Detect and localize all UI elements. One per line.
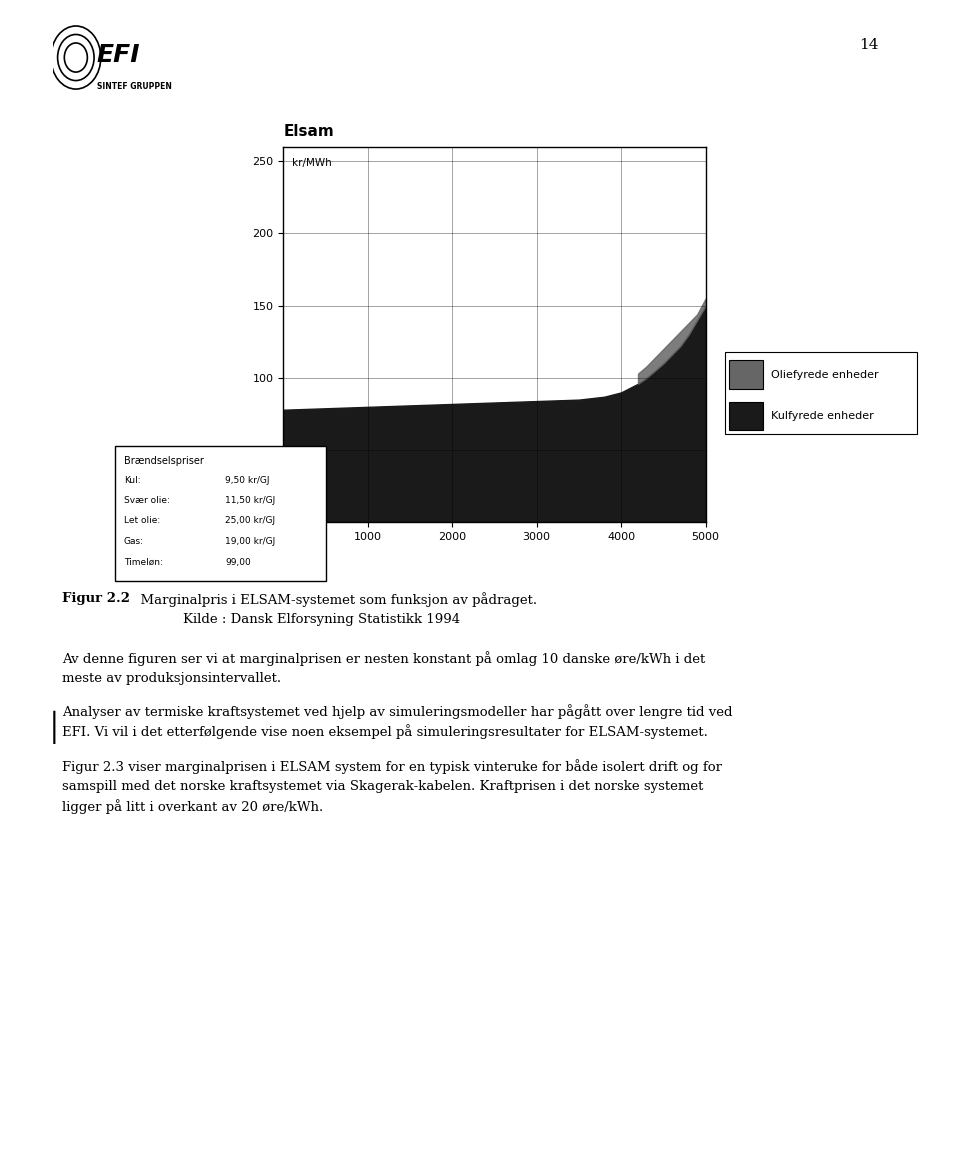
FancyBboxPatch shape <box>729 402 763 430</box>
Text: 11,50 kr/GJ: 11,50 kr/GJ <box>225 497 276 505</box>
Text: Av denne figuren ser vi at marginalprisen er nesten konstant på omlag 10 danske : Av denne figuren ser vi at marginalprise… <box>62 652 706 667</box>
Text: Let olie:: Let olie: <box>124 517 160 525</box>
Text: 99,00: 99,00 <box>225 558 251 567</box>
Text: 25,00 kr/GJ: 25,00 kr/GJ <box>225 517 276 525</box>
Text: meste av produksjonsintervallet.: meste av produksjonsintervallet. <box>62 672 281 684</box>
Text: SINTEF GRUPPEN: SINTEF GRUPPEN <box>97 82 172 92</box>
Text: Kulfyrede enheder: Kulfyrede enheder <box>771 411 874 421</box>
FancyBboxPatch shape <box>115 446 326 581</box>
Text: Analyser av termiske kraftsystemet ved hjelp av simuleringsmodeller har pågått o: Analyser av termiske kraftsystemet ved h… <box>62 704 732 720</box>
Text: samspill med det norske kraftsystemet via Skagerak-kabelen. Kraftprisen i det no: samspill med det norske kraftsystemet vi… <box>62 780 704 792</box>
Text: 9,50 kr/GJ: 9,50 kr/GJ <box>225 475 270 485</box>
Text: Svær olie:: Svær olie: <box>124 497 170 505</box>
Text: 14: 14 <box>859 38 878 52</box>
Text: Marginalpris i ELSAM-systemet som funksjon av pådraget.: Marginalpris i ELSAM-systemet som funksj… <box>132 592 537 607</box>
Text: Brændselspriser: Brændselspriser <box>124 456 204 466</box>
Text: Figur 2.2: Figur 2.2 <box>62 592 131 605</box>
Text: EFI: EFI <box>97 43 140 67</box>
Text: Oliefyrede enheder: Oliefyrede enheder <box>771 370 878 380</box>
Text: Timeløn:: Timeløn: <box>124 558 162 567</box>
Text: Elsam: Elsam <box>283 123 334 139</box>
Text: Figur 2.3 viser marginalprisen i ELSAM system for en typisk vinteruke for både i: Figur 2.3 viser marginalprisen i ELSAM s… <box>62 760 722 775</box>
Text: 19,00 kr/GJ: 19,00 kr/GJ <box>225 537 276 546</box>
Text: Kul:: Kul: <box>124 475 140 485</box>
FancyBboxPatch shape <box>729 360 763 390</box>
Text: kr/MWh: kr/MWh <box>292 158 331 168</box>
Text: │: │ <box>46 710 62 743</box>
Text: EFI. Vi vil i det etterfølgende vise noen eksempel på simuleringsresultater for : EFI. Vi vil i det etterfølgende vise noe… <box>62 724 708 740</box>
Text: Kilde : Dansk Elforsyning Statistikk 1994: Kilde : Dansk Elforsyning Statistikk 199… <box>132 613 460 626</box>
Text: ligger på litt i overkant av 20 øre/kWh.: ligger på litt i overkant av 20 øre/kWh. <box>62 799 324 815</box>
Text: Gas:: Gas: <box>124 537 144 546</box>
